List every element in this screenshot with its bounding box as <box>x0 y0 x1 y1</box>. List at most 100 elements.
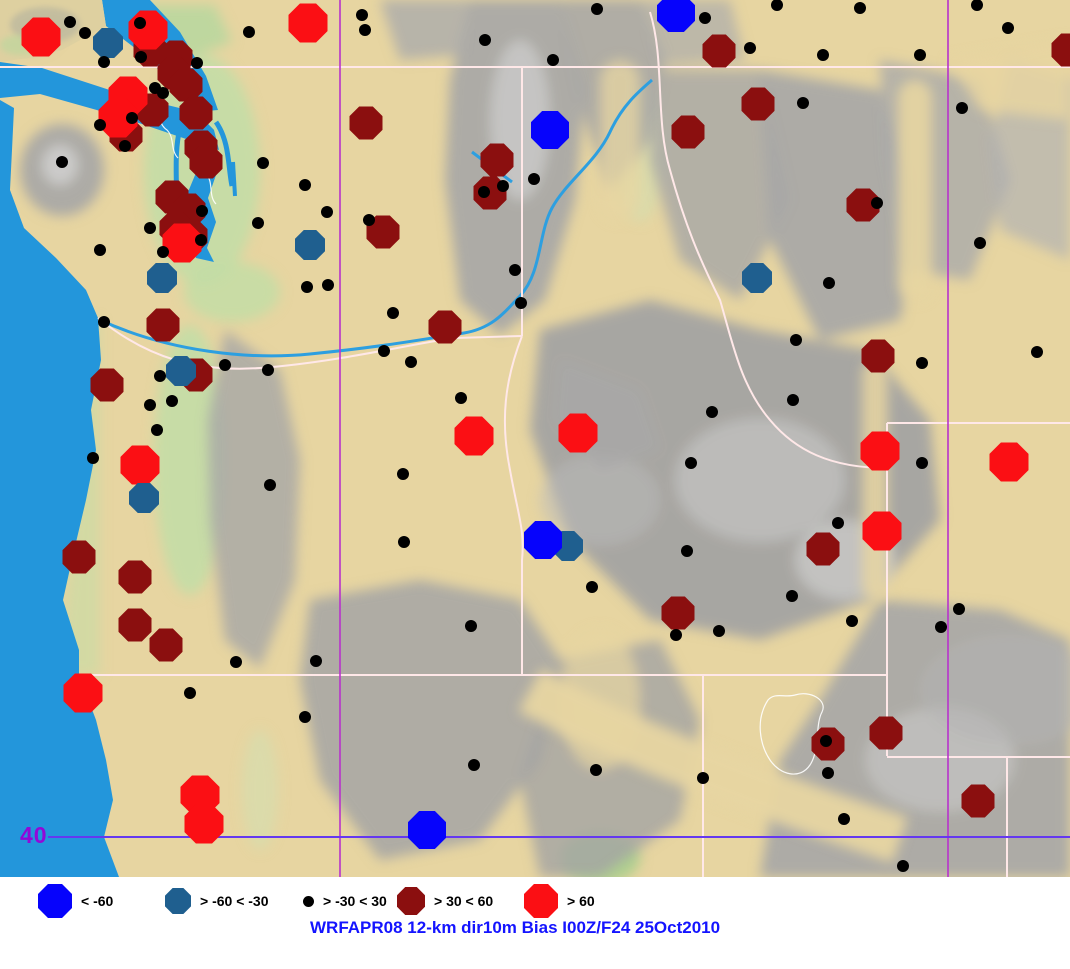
lake-washington <box>231 161 237 197</box>
station-marker <box>134 17 146 29</box>
station-marker <box>363 214 375 226</box>
station-marker <box>531 111 569 149</box>
station-marker <box>149 628 183 662</box>
station-marker <box>63 673 103 713</box>
station-marker <box>706 406 718 418</box>
blue-octagon-icon <box>38 884 72 918</box>
station-marker <box>916 357 928 369</box>
station-marker <box>147 263 177 293</box>
station-marker <box>558 413 598 453</box>
station-marker <box>871 197 883 209</box>
station-marker <box>961 784 995 818</box>
station-marker <box>702 34 736 68</box>
station-marker <box>264 479 276 491</box>
station-marker <box>90 368 124 402</box>
station-marker <box>935 621 947 633</box>
station-marker <box>135 51 147 63</box>
station-marker <box>87 452 99 464</box>
station-marker <box>157 246 169 258</box>
station-marker <box>196 205 208 217</box>
legend-label: > 60 <box>567 893 595 909</box>
station-marker <box>189 145 223 179</box>
station-marker <box>397 468 409 480</box>
station-marker <box>509 264 521 276</box>
station-marker <box>797 97 809 109</box>
latitude-40-label: 40 <box>20 822 48 848</box>
station-marker <box>166 356 196 386</box>
legend-label: > 30 < 60 <box>434 893 494 909</box>
station-marker <box>455 392 467 404</box>
station-marker <box>219 359 231 371</box>
station-marker <box>98 56 110 68</box>
station-marker <box>528 173 540 185</box>
station-marker <box>191 57 203 69</box>
station-marker <box>497 180 509 192</box>
station-marker <box>93 28 123 58</box>
legend-item-lt-neg60: < -60 <box>38 882 113 920</box>
station-marker <box>151 424 163 436</box>
station-marker <box>62 540 96 574</box>
station-marker <box>771 0 783 11</box>
station-marker <box>591 3 603 15</box>
station-marker <box>295 230 325 260</box>
station-marker <box>179 96 213 130</box>
station-marker <box>301 281 313 293</box>
station-marker <box>713 625 725 637</box>
station-marker <box>144 222 156 234</box>
station-marker <box>806 532 840 566</box>
legend-item-near-zero: > -30 < 30 <box>303 882 387 920</box>
station-marker <box>21 17 61 57</box>
map-canvas: 40 <box>0 0 1070 877</box>
station-marker <box>230 656 242 668</box>
station-marker <box>974 237 986 249</box>
pacific-ocean <box>0 100 119 877</box>
station-marker <box>405 356 417 368</box>
station-marker <box>846 615 858 627</box>
station-marker <box>914 49 926 61</box>
station-marker <box>146 308 180 342</box>
station-marker <box>916 457 928 469</box>
station-marker <box>862 511 902 551</box>
station-marker <box>98 316 110 328</box>
station-marker <box>94 244 106 256</box>
station-marker <box>154 370 166 382</box>
station-marker <box>547 54 559 66</box>
station-marker <box>823 277 835 289</box>
station-marker <box>590 764 602 776</box>
station-marker <box>820 735 832 747</box>
station-marker <box>195 234 207 246</box>
station-marker <box>869 716 903 750</box>
station-marker <box>378 345 390 357</box>
station-marker <box>166 395 178 407</box>
station-marker <box>515 297 527 309</box>
station-marker <box>299 711 311 723</box>
station-marker <box>480 143 514 177</box>
station-marker <box>310 655 322 667</box>
station-marker <box>468 759 480 771</box>
station-marker <box>128 10 168 50</box>
station-marker <box>742 263 772 293</box>
legend-item-neg60-neg30: > -60 < -30 <box>165 882 269 920</box>
station-marker <box>322 279 334 291</box>
station-marker <box>989 442 1029 482</box>
station-marker <box>670 629 682 641</box>
station-marker <box>1002 22 1014 34</box>
station-marker <box>398 536 410 548</box>
station-marker <box>56 156 68 168</box>
station-marker <box>262 364 274 376</box>
station-marker <box>252 217 264 229</box>
legend-label: < -60 <box>81 893 114 909</box>
station-marker <box>1031 346 1043 358</box>
station-marker <box>118 608 152 642</box>
station-marker <box>817 49 829 61</box>
station-marker <box>119 140 131 152</box>
station-marker <box>741 87 775 121</box>
columbia-river <box>99 78 653 358</box>
station-marker <box>787 394 799 406</box>
station-marker <box>94 119 106 131</box>
steelblue-octagon-icon <box>165 888 191 914</box>
legend-label: > -60 < -30 <box>200 893 269 909</box>
station-marker <box>257 157 269 169</box>
station-marker <box>854 2 866 14</box>
station-marker <box>79 27 91 39</box>
